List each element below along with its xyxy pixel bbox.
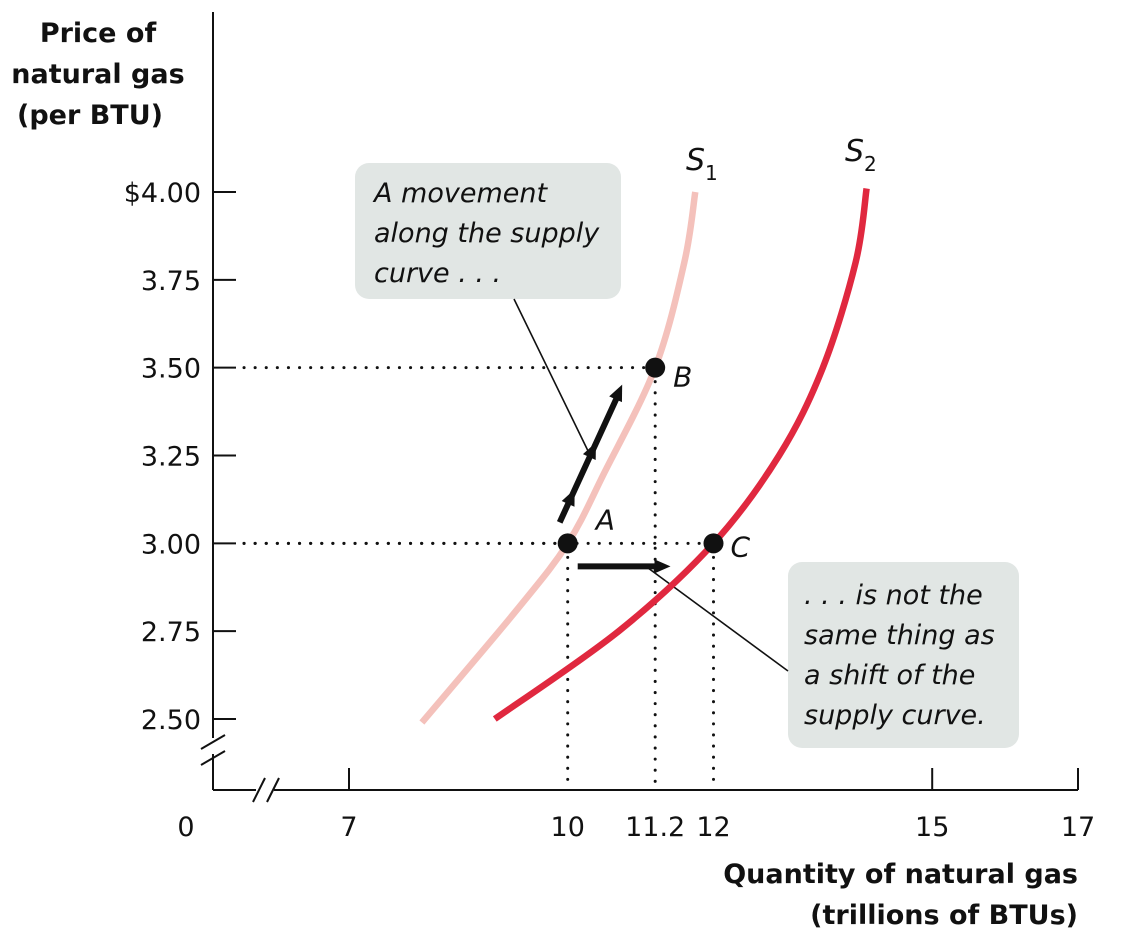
movement-arrow-head	[582, 442, 596, 460]
x-tick-label: 10	[551, 812, 585, 843]
y-axis-title-line-1: Price of	[40, 18, 157, 49]
x-axis-title-line-1: Quantity of natural gas	[723, 859, 1078, 890]
point-label-B: B	[673, 361, 692, 394]
x-tick-label: 17	[1061, 812, 1095, 843]
y-tick-label: 3.75	[141, 266, 201, 297]
supply-curve-label-subscript: 2	[864, 152, 877, 176]
y-tick-label: 3.25	[141, 442, 201, 473]
point-label-C: C	[731, 530, 751, 563]
supply-curve-label-s1: S1	[686, 143, 718, 185]
supply-curve-label-s2: S2	[845, 134, 877, 176]
x-tick-label: 12	[696, 812, 730, 843]
y-tick-label: 3.50	[141, 354, 201, 385]
x-tick-label: 15	[915, 812, 949, 843]
y-axis-break-mark	[200, 750, 226, 766]
annotation-movement-line-2: along the supply	[374, 218, 600, 249]
annotation-movement-line-3: curve . . .	[374, 258, 501, 289]
supply-curve-s2	[492, 188, 870, 722]
y-tick-label: 2.75	[141, 617, 201, 648]
leader-line-movement	[513, 298, 591, 456]
point-label-A: A	[594, 503, 615, 536]
y-tick-label: 3.00	[141, 529, 201, 560]
annotation-movement-line-1: A movement	[372, 178, 548, 209]
annotation-shift-line-1: . . . is not the	[804, 580, 983, 611]
point-A	[557, 533, 578, 554]
y-axis-break-mark	[200, 734, 226, 750]
x-axis-break-mark	[266, 777, 280, 803]
x-tick-label: 11.2	[625, 812, 685, 843]
annotation-box-shift	[788, 562, 1019, 748]
y-tick-label: 2.50	[141, 705, 201, 736]
point-C	[703, 533, 724, 554]
annotation-shift-line-2: same thing as	[804, 620, 995, 651]
origin-label: 0	[177, 812, 194, 843]
annotation-shift-line-4: supply curve.	[804, 700, 986, 731]
leader-line-shift	[643, 564, 789, 672]
point-B	[645, 357, 666, 378]
supply-curve-s1	[419, 191, 699, 725]
x-axis-title-line-2: (trillions of BTUs)	[810, 900, 1078, 931]
shift-arrow-head	[654, 559, 671, 574]
movement-arrow-head	[561, 489, 575, 507]
y-axis-title-line-3: (per BTU)	[17, 100, 163, 131]
annotation-shift-line-3: a shift of the	[804, 660, 975, 691]
x-tick-label: 7	[340, 812, 357, 843]
y-tick-label: $4.00	[124, 178, 201, 209]
y-axis-title-line-2: natural gas	[11, 59, 184, 90]
annotation-box-movement	[355, 163, 621, 299]
movement-arrow-head	[609, 384, 623, 403]
x-axis-break-mark	[252, 777, 266, 803]
supply-curve-label-subscript: 1	[705, 161, 718, 185]
